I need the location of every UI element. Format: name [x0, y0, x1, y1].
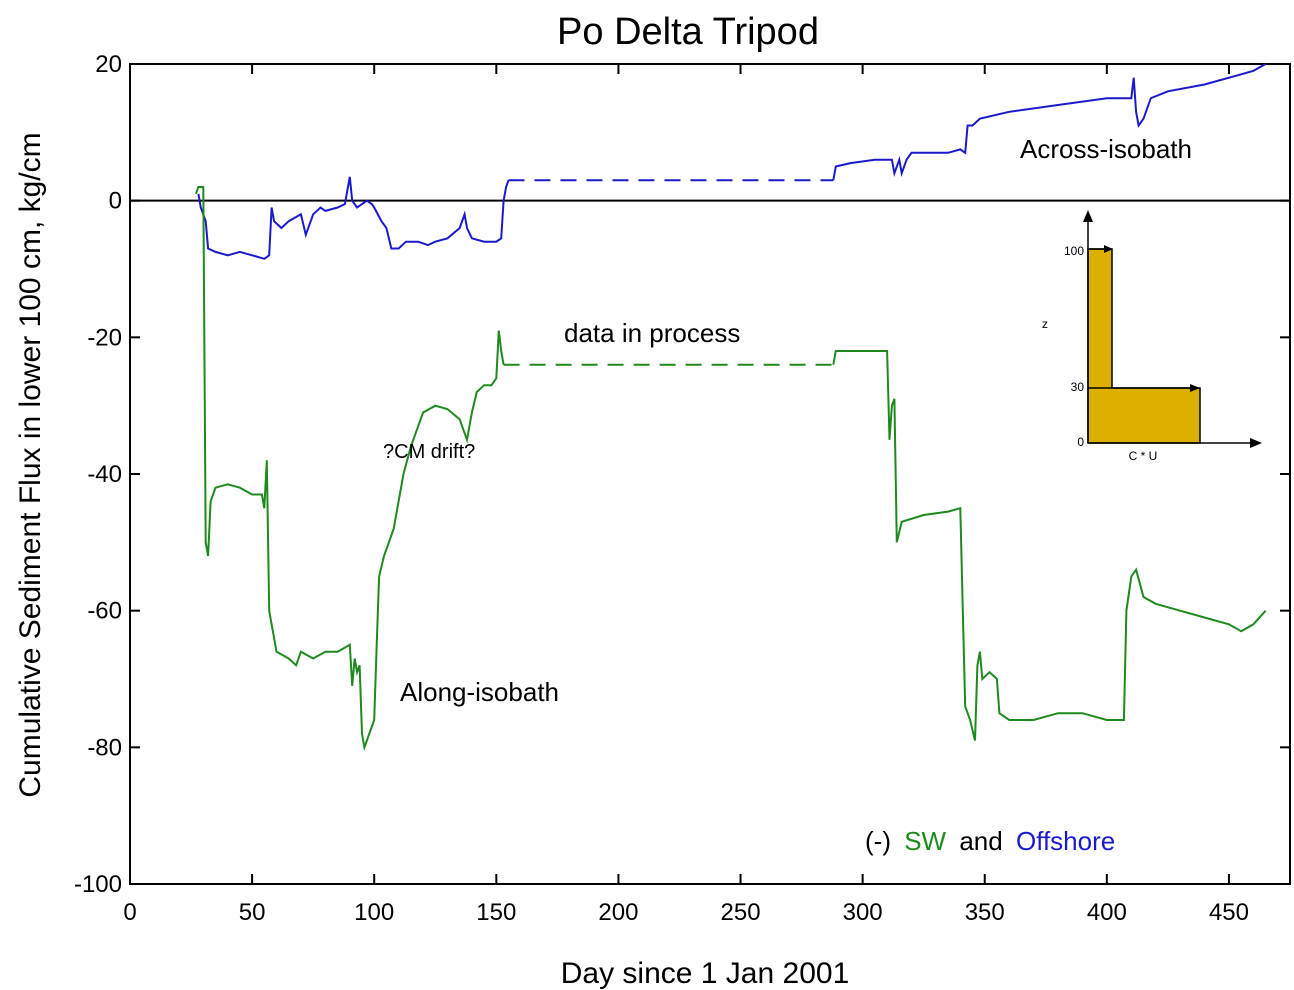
x-tick-label: 50 — [239, 899, 266, 926]
y-axis: 20 0 -20 -40 -60 -80 -100 — [74, 51, 1290, 898]
y-tick-label: -60 — [87, 598, 122, 625]
legend-sw: SW — [904, 826, 946, 856]
x-tick-label: 300 — [843, 899, 883, 926]
annotation-cm-drift: ?CM drift? — [383, 441, 475, 463]
y-tick-label: -20 — [87, 324, 122, 351]
legend-and: and — [959, 826, 1002, 856]
series-line-across-isobath — [197, 176, 510, 260]
x-tick-label: 0 — [123, 899, 136, 926]
y-tick-label: -80 — [87, 734, 122, 761]
x-axis-label: Day since 1 Jan 2001 — [561, 957, 850, 990]
legend-prefix: (-) — [865, 826, 891, 856]
x-tick-label: 250 — [721, 899, 761, 926]
x-tick-label: 350 — [965, 899, 1005, 926]
inset-tick-30: 30 — [1071, 380, 1085, 394]
x-axis: 0 50 100 150 200 250 300 350 400 450 — [123, 64, 1249, 926]
legend-offshore: Offshore — [1016, 826, 1115, 856]
series-line-along-isobath — [194, 186, 505, 752]
y-tick-label: 0 — [109, 188, 122, 215]
y-tick-label: 20 — [95, 51, 122, 78]
legend-note: (-) SW and Offshore — [865, 826, 1115, 856]
x-tick-label: 200 — [598, 899, 638, 926]
series-line-late-across-isobath — [832, 63, 1267, 181]
inset-profile-diagram: 100 30 0 z C * U — [1042, 210, 1262, 463]
x-tick-label: 100 — [354, 899, 394, 926]
inset-z-arrowhead — [1083, 210, 1093, 222]
x-tick-label: 450 — [1209, 899, 1249, 926]
y-tick-label: -40 — [87, 461, 122, 488]
y-tick-label: -100 — [74, 871, 122, 898]
inset-x-arrowhead — [1250, 438, 1262, 448]
series-line-late-along-isobath — [832, 350, 1267, 741]
x-tick-label: 400 — [1087, 899, 1127, 926]
x-tick-label: 150 — [476, 899, 516, 926]
inset-bottom-arrowhead — [1190, 384, 1200, 392]
annotation-along-isobath: Along-isobath — [400, 677, 559, 707]
inset-x-label: C * U — [1129, 449, 1158, 463]
inset-top-arrowhead — [1104, 245, 1113, 253]
annotation-across-isobath: Across-isobath — [1020, 134, 1192, 164]
chart-title: Po Delta Tripod — [557, 11, 819, 53]
inset-profile-fill — [1087, 248, 1201, 444]
plot-frame — [129, 63, 1291, 885]
annotation-data-in-process: data in process — [564, 318, 740, 348]
inset-z-label: z — [1042, 317, 1048, 331]
inset-tick-0: 0 — [1077, 435, 1084, 449]
series-group — [194, 63, 1267, 752]
inset-tick-100: 100 — [1064, 244, 1084, 258]
y-axis-label: Cumulative Sediment Flux in lower 100 cm… — [14, 132, 47, 797]
